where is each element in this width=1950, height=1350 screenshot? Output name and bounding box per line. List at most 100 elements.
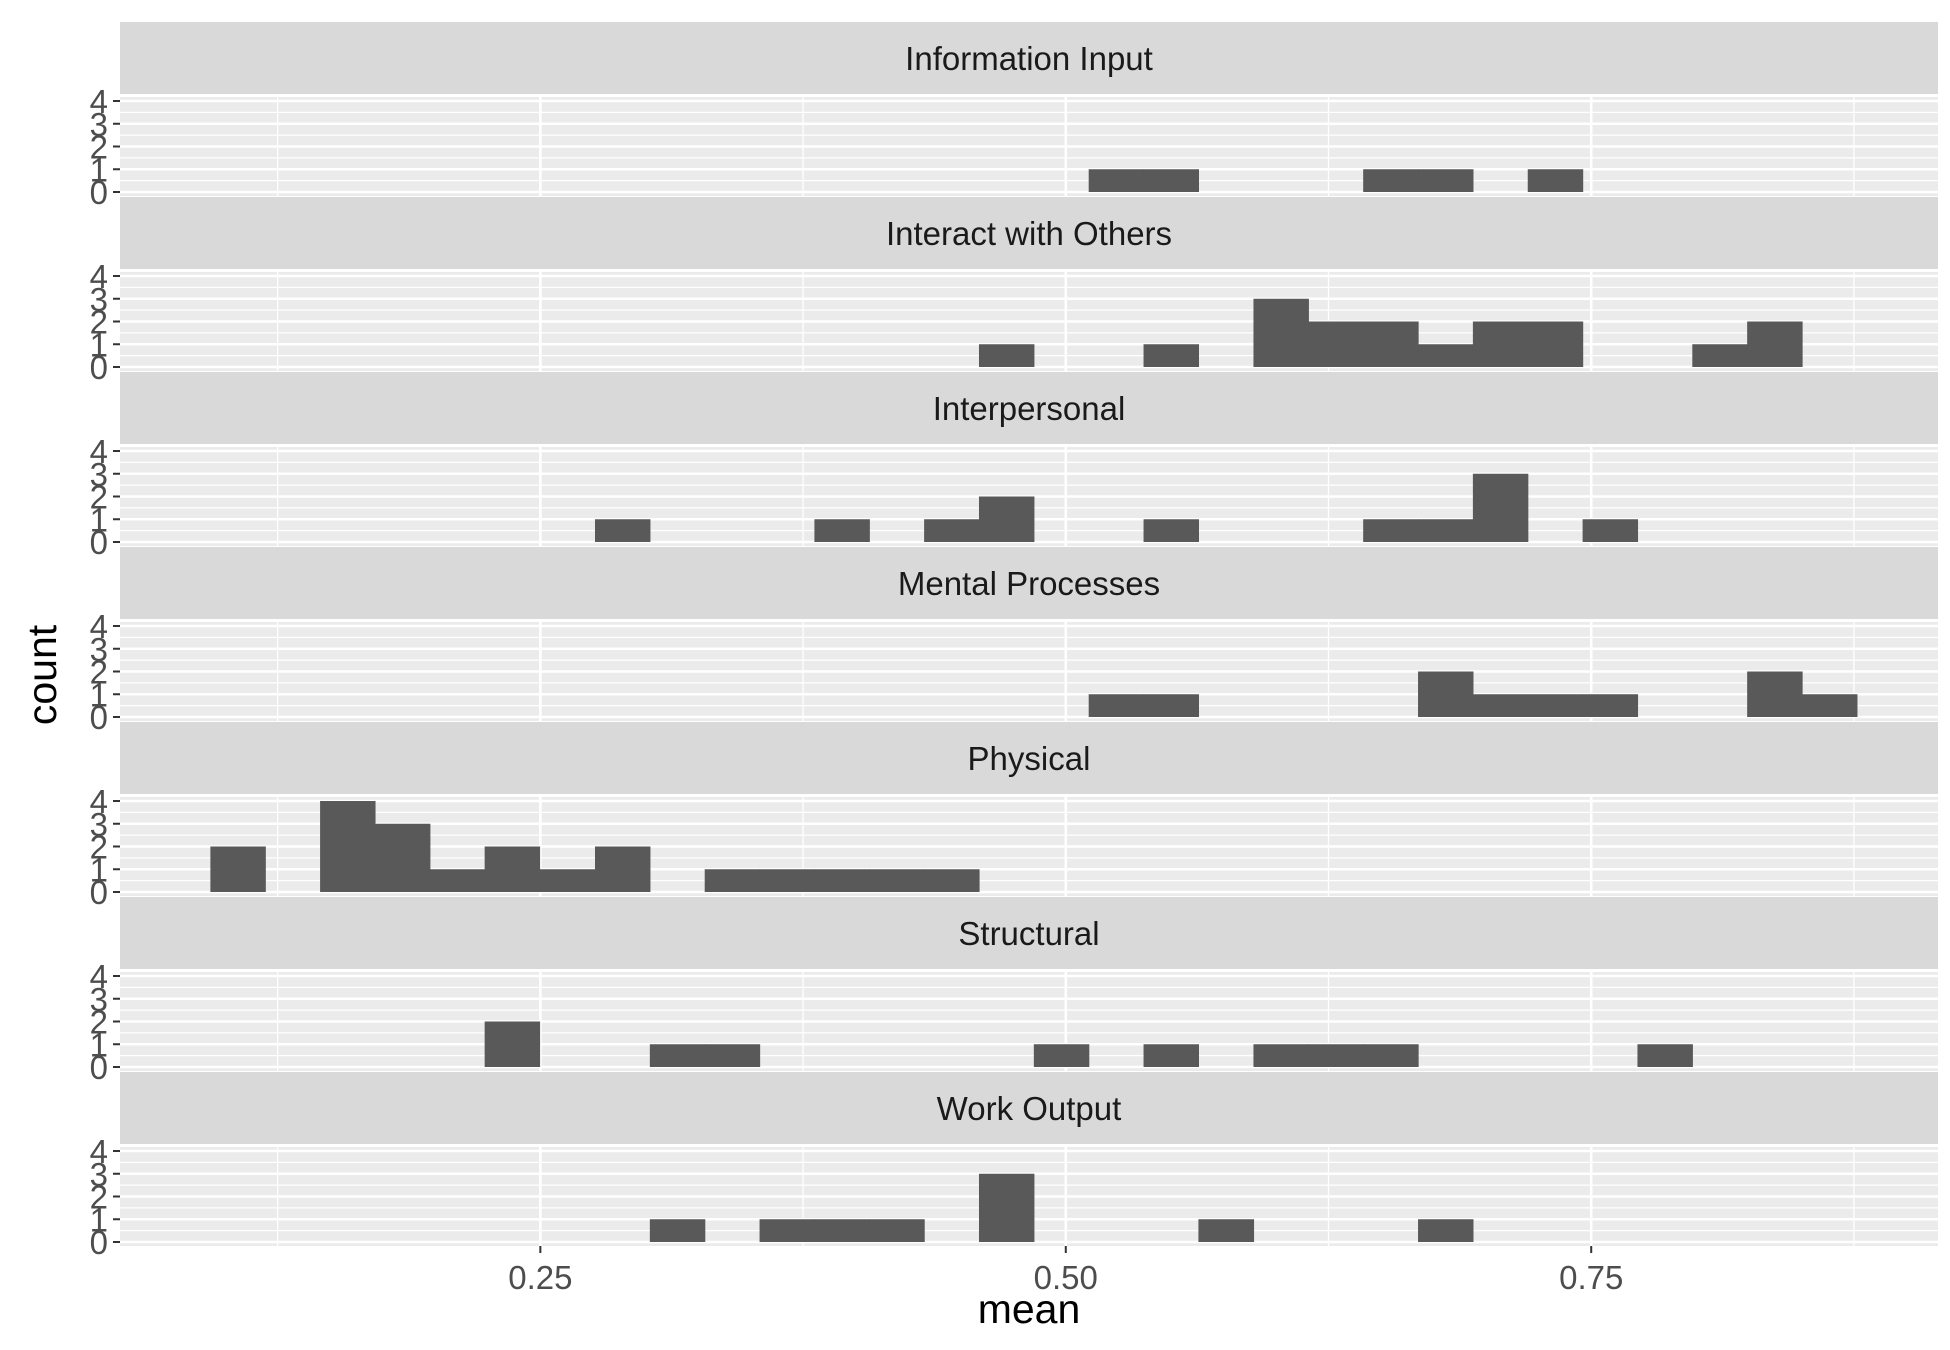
y-tick-label: 4	[90, 258, 108, 295]
histogram-bar	[1363, 1044, 1419, 1067]
y-tick-label: 0	[90, 1224, 108, 1261]
histogram-bar	[1418, 344, 1474, 367]
facet-strip	[120, 197, 1938, 269]
histogram-bar	[1472, 473, 1529, 542]
y-tick-label: 3	[90, 281, 108, 318]
histogram-bar	[1143, 344, 1199, 367]
histogram-bar	[869, 869, 925, 892]
y-tick-label: 0	[90, 1049, 108, 1086]
histogram-bar	[1363, 519, 1419, 542]
x-axis: 0.25 0.50 0.75	[508, 1246, 1623, 1296]
histogram-bar	[1143, 169, 1199, 192]
histogram-bar	[924, 519, 980, 542]
histogram-bar	[759, 1219, 816, 1242]
y-axis-title: count	[19, 624, 65, 725]
histogram-bar	[1527, 169, 1584, 192]
histogram-bar	[1472, 321, 1529, 367]
y-tick-label: 4	[90, 83, 108, 120]
histogram-bar	[649, 1044, 706, 1067]
histogram-bar	[814, 869, 870, 892]
histogram-bar	[814, 1219, 870, 1242]
histogram-bar	[1802, 694, 1858, 717]
histogram-bar	[1582, 694, 1639, 717]
histogram-bar	[1418, 519, 1474, 542]
y-tick-label: 2	[90, 129, 108, 166]
histogram-bar	[1253, 1044, 1309, 1067]
x-tick-label: 0.75	[1559, 1259, 1623, 1296]
x-tick-label: 0.50	[1034, 1259, 1098, 1296]
facet-strip	[120, 547, 1938, 619]
y-tick-label: 3	[90, 806, 108, 843]
histogram-bar	[1418, 169, 1474, 192]
y-tick-label: 4	[90, 608, 108, 645]
facet-strip-label: Physical	[968, 740, 1091, 777]
y-tick-label: 4	[90, 1133, 108, 1170]
y-tick-label: 1	[90, 851, 108, 888]
y-tick-label: 1	[90, 676, 108, 713]
y-tick-label: 1	[90, 1201, 108, 1238]
histogram-bar	[704, 1044, 761, 1067]
histogram-bar	[484, 846, 541, 892]
histogram-bar	[1363, 321, 1419, 367]
histogram-bar	[594, 846, 651, 892]
histogram-bar	[594, 519, 651, 542]
histogram-bar	[1747, 321, 1803, 367]
histogram-bar	[539, 869, 596, 892]
y-tick-label: 0	[90, 874, 108, 911]
histogram-bar	[484, 1021, 541, 1067]
histogram-bar	[1582, 519, 1639, 542]
y-tick-label: 1	[90, 501, 108, 538]
x-axis-title: mean	[978, 1286, 1081, 1332]
facet-strip-label: Work Output	[937, 1090, 1122, 1127]
y-tick-label: 2	[90, 479, 108, 516]
histogram-bar	[1418, 671, 1474, 717]
histogram-bar	[1143, 694, 1199, 717]
y-tick-label: 0	[90, 524, 108, 561]
y-tick-label: 4	[90, 958, 108, 995]
y-tick-label: 0	[90, 349, 108, 386]
histogram-bar	[1472, 694, 1529, 717]
histogram-bar	[649, 1219, 706, 1242]
histogram-bar	[924, 869, 980, 892]
histogram-bar	[1253, 298, 1309, 367]
y-tick-label: 3	[90, 981, 108, 1018]
histogram-bar	[978, 344, 1035, 367]
histogram-bar	[1692, 344, 1748, 367]
histogram-bar	[1088, 694, 1145, 717]
facet-strip	[120, 897, 1938, 969]
histogram-bar	[210, 846, 266, 892]
y-tick-label: 3	[90, 1156, 108, 1193]
y-tick-label: 2	[90, 304, 108, 341]
y-tick-label: 2	[90, 1004, 108, 1041]
histogram-bar	[1308, 1044, 1364, 1067]
x-tick-label: 0.25	[508, 1259, 572, 1296]
histogram-bar	[1637, 1044, 1693, 1067]
y-tick-label: 4	[90, 433, 108, 470]
facet-strip	[120, 372, 1938, 444]
facet-strip-label: Information Input	[905, 40, 1153, 77]
y-tick-label: 1	[90, 326, 108, 363]
histogram-bar	[320, 801, 376, 892]
histogram-bar	[1143, 1044, 1199, 1067]
histogram-bar	[374, 823, 431, 892]
histogram-bar	[1143, 519, 1199, 542]
y-tick-label: 0	[90, 699, 108, 736]
histogram-bar	[1418, 1219, 1474, 1242]
histogram-bar	[1033, 1044, 1090, 1067]
histogram-bar	[814, 519, 870, 542]
y-tick-label: 3	[90, 456, 108, 493]
histogram-bar	[1747, 671, 1803, 717]
y-tick-label: 2	[90, 654, 108, 691]
histogram-bar	[1308, 321, 1364, 367]
facet-strip-label: Structural	[958, 915, 1099, 952]
y-tick-label: 3	[90, 631, 108, 668]
facet-strip	[120, 22, 1938, 94]
